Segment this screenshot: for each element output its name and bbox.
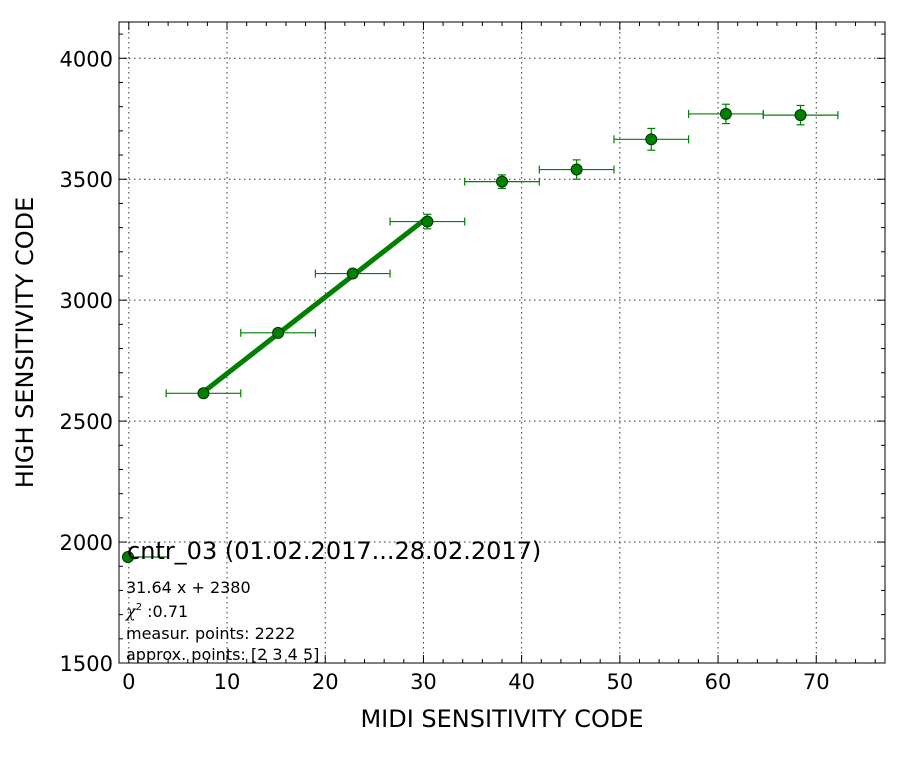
legend-marker (122, 551, 134, 563)
data-point (346, 267, 359, 280)
y-tick-label: 4000 (60, 47, 113, 71)
chi-symbol: χ (125, 602, 137, 621)
y-tick-label: 3000 (60, 289, 113, 313)
fit-line-group (201, 215, 429, 394)
chi-value: :0.71 (142, 602, 188, 621)
x-tick-label: 50 (606, 670, 633, 694)
legend: cntr_03 (01.02.2017...28.02.2017) 31.64 … (122, 537, 541, 664)
approx-points: approx. points: [2 3 4 5] (126, 645, 319, 664)
data-point (645, 133, 658, 146)
data-point (496, 175, 508, 188)
fit-line (201, 215, 429, 394)
y-tick-label: 3500 (60, 168, 113, 192)
data-points (197, 107, 807, 400)
data-point (272, 326, 285, 339)
x-tick-label: 40 (508, 670, 535, 694)
y-tick-label: 2500 (60, 410, 113, 434)
chi-exponent: 2 (136, 602, 142, 613)
data-point (794, 109, 807, 122)
y-axis-label: HIGH SENSITIVITY CODE (11, 197, 39, 489)
x-tick-label: 60 (705, 670, 732, 694)
x-tick-label: 30 (410, 670, 437, 694)
y-tick-label: 2000 (60, 531, 113, 555)
chi-square: χ2 :0.71 (125, 602, 188, 621)
axis-ticks (119, 22, 885, 664)
data-point (570, 163, 583, 176)
x-tick-label: 0 (122, 670, 135, 694)
x-tick-label: 10 (214, 670, 241, 694)
legend-title: cntr_03 (01.02.2017...28.02.2017) (127, 537, 541, 565)
x-tick-labels: 0 10 20 30 40 50 60 70 (122, 670, 829, 694)
x-tick-label: 20 (312, 670, 339, 694)
fit-equation: 31.64 x + 2380 (126, 578, 251, 597)
data-point (197, 387, 210, 400)
grid (119, 22, 885, 664)
data-point (421, 215, 434, 228)
measured-points: measur. points: 2222 (126, 624, 295, 643)
y-tick-label: 1500 (60, 652, 113, 676)
x-tick-label: 70 (803, 670, 830, 694)
x-axis-label: MIDI SENSITIVITY CODE (360, 705, 643, 733)
y-tick-labels: 1500 2000 2500 3000 3500 4000 (60, 47, 113, 676)
data-point (719, 107, 732, 120)
